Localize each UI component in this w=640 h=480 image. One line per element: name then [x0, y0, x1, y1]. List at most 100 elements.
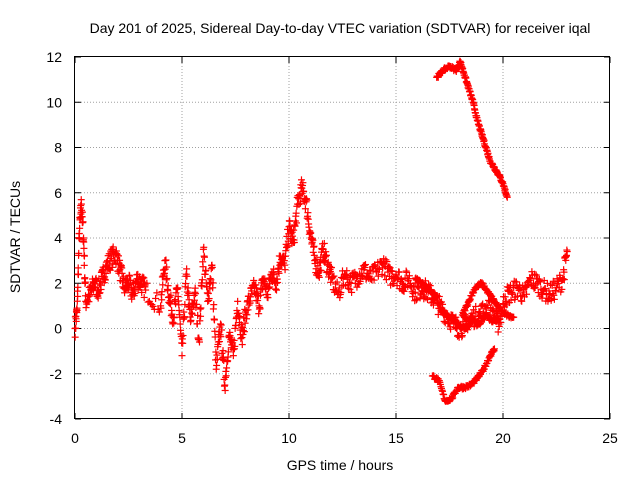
chart-title: Day 201 of 2025, Sidereal Day-to-day VTE…: [90, 20, 591, 36]
data-point-main-fill: [243, 311, 251, 319]
data-point-main-fill: [252, 281, 260, 289]
y-tick-label: 6: [54, 185, 62, 201]
data-point-main-fill: [128, 295, 136, 303]
data-point-main-fill: [143, 279, 151, 287]
data-point-upper-track: [503, 193, 511, 201]
data-point-main-fill: [244, 306, 252, 314]
data-point-main-fill: [359, 272, 367, 280]
data-point-main-fill: [158, 288, 166, 296]
data-point-main-fill: [140, 293, 148, 301]
data-point-main-fill: [208, 263, 216, 271]
data-point-main-fill: [327, 278, 335, 286]
data-point-main-fill: [531, 270, 539, 278]
data-point-main-fill: [395, 268, 403, 276]
data-point-main-fill: [495, 322, 503, 330]
data-point-main-fill: [275, 269, 283, 277]
data-point-main-fill: [167, 291, 175, 299]
data-point-main-fill: [155, 308, 163, 316]
data-point-main-fill: [118, 269, 126, 277]
data-point-main-fill: [136, 284, 144, 292]
data-point-main-fill: [162, 256, 170, 264]
data-point-main-fill: [223, 364, 231, 372]
data-point-main-fill: [199, 263, 207, 271]
data-point-main-fill: [109, 243, 117, 251]
data-point-main-fill: [192, 290, 200, 298]
data-point-main-fill: [348, 288, 356, 296]
data-point-main-fill: [163, 275, 171, 283]
data-point-main-fill: [183, 265, 191, 273]
data-point-main-fill: [157, 304, 165, 312]
data-point-main-fill: [256, 305, 264, 313]
data-point-main-fill: [362, 261, 370, 269]
data-point-main-fill: [197, 312, 205, 320]
data-point-main-fill: [198, 276, 206, 284]
data-point-main-fill: [422, 294, 430, 302]
data-point-main-fill: [413, 295, 421, 303]
data-point-main-fill: [296, 199, 304, 207]
data-point-main-fill: [266, 283, 274, 291]
data-point-main-fill: [204, 289, 212, 297]
data-point-main-fill: [309, 236, 317, 244]
data-point-main: [174, 284, 182, 292]
x-tick-labels: 0 5 10 15 20 25: [71, 430, 618, 446]
data-point-main-fill: [81, 278, 89, 286]
data-point-main-fill: [313, 255, 321, 263]
data-point-main-fill: [74, 271, 82, 279]
y-tick-label: 12: [46, 49, 62, 65]
data-point-main-fill: [301, 205, 309, 213]
data-point-lower-track: [490, 345, 498, 353]
data-point-main-fill: [222, 373, 230, 381]
data-point-main-fill: [236, 313, 244, 321]
data-point-main-fill: [327, 263, 335, 271]
data-point-main-fill: [375, 265, 383, 273]
data-point-main-fill: [95, 289, 103, 297]
data-point-main-fill: [333, 278, 341, 286]
data-point-main-fill: [330, 272, 338, 280]
data-point-main-fill: [161, 269, 169, 277]
y-tick-label: -2: [50, 366, 63, 382]
data-point-main-fill: [341, 271, 349, 279]
data-point-main-fill: [388, 267, 396, 275]
data-point-main: [527, 275, 535, 283]
data-point-main-fill: [326, 268, 334, 276]
data-point-main-fill: [397, 275, 405, 283]
data-point-main-fill: [292, 219, 300, 227]
data-point-main-fill: [76, 224, 84, 232]
data-point-main-fill: [115, 252, 123, 260]
data-point-main-fill: [382, 276, 390, 284]
data-point-main-fill: [183, 272, 191, 280]
data-point-main-fill: [169, 320, 177, 328]
data-point-main-fill: [202, 266, 210, 274]
data-point-main-fill: [265, 284, 273, 292]
data-point-main-fill: [393, 273, 401, 281]
data-point-main-fill: [299, 179, 307, 187]
data-point-main-fill: [97, 277, 105, 285]
data-point-main-fill: [322, 251, 330, 259]
data-point-main-fill: [518, 297, 526, 305]
data-point-main-fill: [523, 290, 531, 298]
data-point-main-fill: [200, 243, 208, 251]
data-point-main-fill: [196, 317, 204, 325]
data-point-main-fill: [158, 296, 166, 304]
data-point-main-fill: [193, 300, 201, 308]
x-axis-label: GPS time / hours: [287, 457, 394, 473]
data-point-main-fill: [187, 316, 195, 324]
data-point-main-fill: [126, 272, 134, 280]
data-point-main-fill: [264, 294, 272, 302]
x-tick-label: 10: [281, 430, 297, 446]
data-point-main-fill: [550, 295, 558, 303]
data-point-main: [238, 334, 246, 342]
data-point-main-fill: [304, 209, 312, 217]
data-point-main-fill: [274, 279, 282, 287]
data-point-main-fill: [541, 285, 549, 293]
data-point-main-fill: [374, 272, 382, 280]
data-point-main-fill: [153, 289, 161, 297]
data-point-main-fill: [345, 278, 353, 286]
data-point-main-fill: [101, 276, 109, 284]
data-point-main-fill: [507, 296, 515, 304]
data-point-main: [234, 297, 242, 305]
data-point-main-fill: [246, 299, 254, 307]
data-point-main-fill: [253, 288, 261, 296]
data-point-main-fill: [85, 298, 93, 306]
